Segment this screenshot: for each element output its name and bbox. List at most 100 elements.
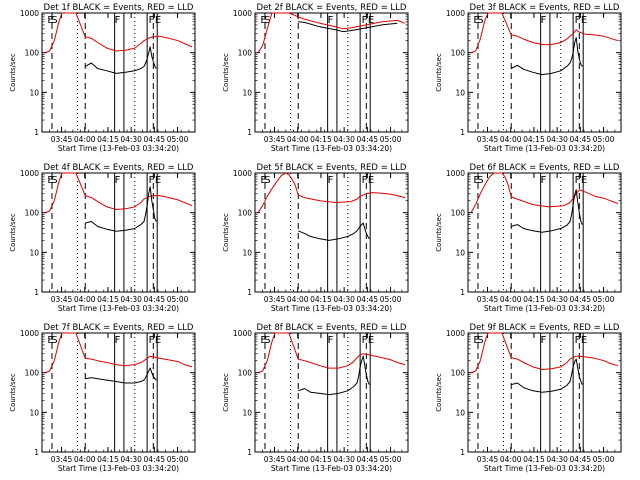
series-line-events: [84, 46, 157, 74]
chart-title: Det 6f BLACK = Events, RED = LLD: [470, 163, 620, 173]
x-tick-label: 04:00: [287, 135, 309, 144]
x-tick-label: 05:00: [167, 455, 189, 464]
x-tick-label: 05:00: [380, 295, 402, 304]
interval-marker-letter: E: [368, 335, 374, 346]
plot-frame: [41, 172, 196, 293]
interval-marker-letter: F: [328, 175, 334, 186]
x-axis-label: Start Time (13-Feb-03 03:34:20): [58, 464, 179, 473]
chart-panel-4: Det 4f BLACK = Events, RED = LLD 1 10 100 10…: [9, 163, 196, 313]
y-tick-label: 1000: [446, 9, 465, 18]
y-tick-label: 100: [451, 209, 466, 218]
series-line-events: [85, 367, 157, 384]
y-tick-label: 10: [29, 248, 39, 257]
x-tick-label: 04:30: [546, 295, 568, 304]
y-axis-label: Counts/sec: [222, 213, 230, 252]
x-tick-label: 03:45: [264, 135, 286, 144]
x-tick-label: 04:30: [546, 135, 568, 144]
y-axis-label: Counts/sec: [9, 53, 17, 92]
x-tick-label: 03:45: [477, 135, 499, 144]
interval-marker-letter: F: [149, 15, 155, 26]
plot-frame: [467, 172, 622, 293]
chart-panel-2: Det 2f BLACK = Events, RED = LLD 1 10 100 10…: [222, 3, 409, 153]
x-tick-label: 04:15: [97, 295, 119, 304]
x-tick-label: 05:00: [167, 135, 189, 144]
y-tick-label: 10: [242, 408, 252, 417]
y-axis-label: Counts/sec: [9, 373, 17, 412]
x-tick-label: 04:15: [310, 455, 332, 464]
series-line-lld: [44, 12, 193, 54]
y-tick-label: 10: [29, 88, 39, 97]
interval-marker-letter: E: [155, 175, 161, 186]
x-axis-label: Start Time (13-Feb-03 03:34:20): [484, 304, 605, 313]
interval-marker-letter: S: [264, 15, 270, 26]
x-tick-label: 04:15: [523, 455, 545, 464]
chart-panel-1: Det 1f BLACK = Events, RED = LLD 1 10 100 10…: [9, 3, 196, 153]
x-tick-label: 04:30: [120, 455, 142, 464]
x-tick-label: 05:00: [380, 455, 402, 464]
y-tick-label: 100: [451, 369, 466, 378]
y-tick-label: 100: [25, 369, 40, 378]
x-tick-label: 04:15: [310, 295, 332, 304]
series-line-lld: [257, 172, 406, 213]
interval-marker-letter: E: [155, 335, 161, 346]
x-tick-label: 05:00: [593, 135, 615, 144]
series-line-events: [511, 358, 583, 393]
plot-frame: [467, 12, 622, 133]
chart-panel-8: Det 8f BLACK = Events, RED = LLD 1 10 100 10…: [222, 323, 409, 473]
x-axis-label: Start Time (13-Feb-03 03:34:20): [271, 464, 392, 473]
chart-title: Det 9f BLACK = Events, RED = LLD: [470, 323, 620, 333]
interval-marker-letter: E: [47, 175, 53, 186]
interval-marker-letter: E: [47, 335, 53, 346]
plot-frame: [254, 332, 409, 453]
interval-marker-letter: F: [362, 335, 368, 346]
x-tick-label: 04:00: [287, 455, 309, 464]
series-line-lld: [257, 12, 406, 53]
x-tick-label: 05:00: [593, 295, 615, 304]
interval-marker-letter: E: [368, 175, 374, 186]
chart-panel-7: Det 7f BLACK = Events, RED = LLD 1 10 100 10…: [9, 323, 196, 473]
plot-frame: [41, 12, 196, 133]
interval-marker-letter: E: [368, 15, 374, 26]
series-line-events: [298, 222, 370, 241]
interval-marker-letter: F: [328, 335, 334, 346]
interval-marker-letter: F: [575, 15, 581, 26]
interval-marker-letter: S: [264, 335, 270, 346]
y-tick-label: 1: [247, 448, 252, 457]
x-tick-label: 05:00: [593, 455, 615, 464]
interval-marker-letter: E: [260, 335, 266, 346]
chart-title: Det 4f BLACK = Events, RED = LLD: [44, 163, 194, 173]
series-line-events: [298, 21, 398, 33]
interval-marker-letter: S: [477, 335, 483, 346]
interval-marker-letter: F: [362, 175, 368, 186]
x-tick-label: 04:00: [74, 455, 96, 464]
y-tick-label: 1000: [446, 169, 465, 178]
x-tick-label: 05:00: [167, 295, 189, 304]
x-axis-label: Start Time (13-Feb-03 03:34:20): [484, 464, 605, 473]
plot-frame: [41, 332, 196, 453]
interval-marker-letter: S: [51, 175, 57, 186]
series-line-events: [85, 186, 157, 232]
x-tick-label: 04:00: [74, 135, 96, 144]
series-line-lld: [470, 332, 619, 374]
x-axis-label: Start Time (13-Feb-03 03:34:20): [271, 144, 392, 153]
series-line-events: [510, 37, 583, 76]
plot-frame: [467, 332, 622, 453]
chart-panel-3: Det 3f BLACK = Events, RED = LLD 1 10 100 10…: [435, 3, 622, 153]
x-tick-label: 04:30: [333, 135, 355, 144]
y-tick-label: 100: [238, 209, 253, 218]
x-tick-label: 04:15: [523, 135, 545, 144]
series-line-lld: [470, 172, 619, 213]
y-tick-label: 1: [460, 288, 465, 297]
interval-marker-letter: F: [362, 15, 368, 26]
interval-marker-letter: F: [541, 335, 547, 346]
interval-marker-letter: F: [115, 15, 121, 26]
x-tick-label: 03:45: [51, 135, 73, 144]
x-tick-label: 04:00: [500, 295, 522, 304]
y-tick-label: 100: [25, 209, 40, 218]
x-tick-label: 04:00: [287, 295, 309, 304]
interval-marker-letter: E: [473, 175, 479, 186]
chart-panel-9: Det 9f BLACK = Events, RED = LLD 1 10 100 10…: [435, 323, 622, 473]
x-tick-label: 04:45: [570, 135, 592, 144]
x-tick-label: 04:30: [546, 455, 568, 464]
